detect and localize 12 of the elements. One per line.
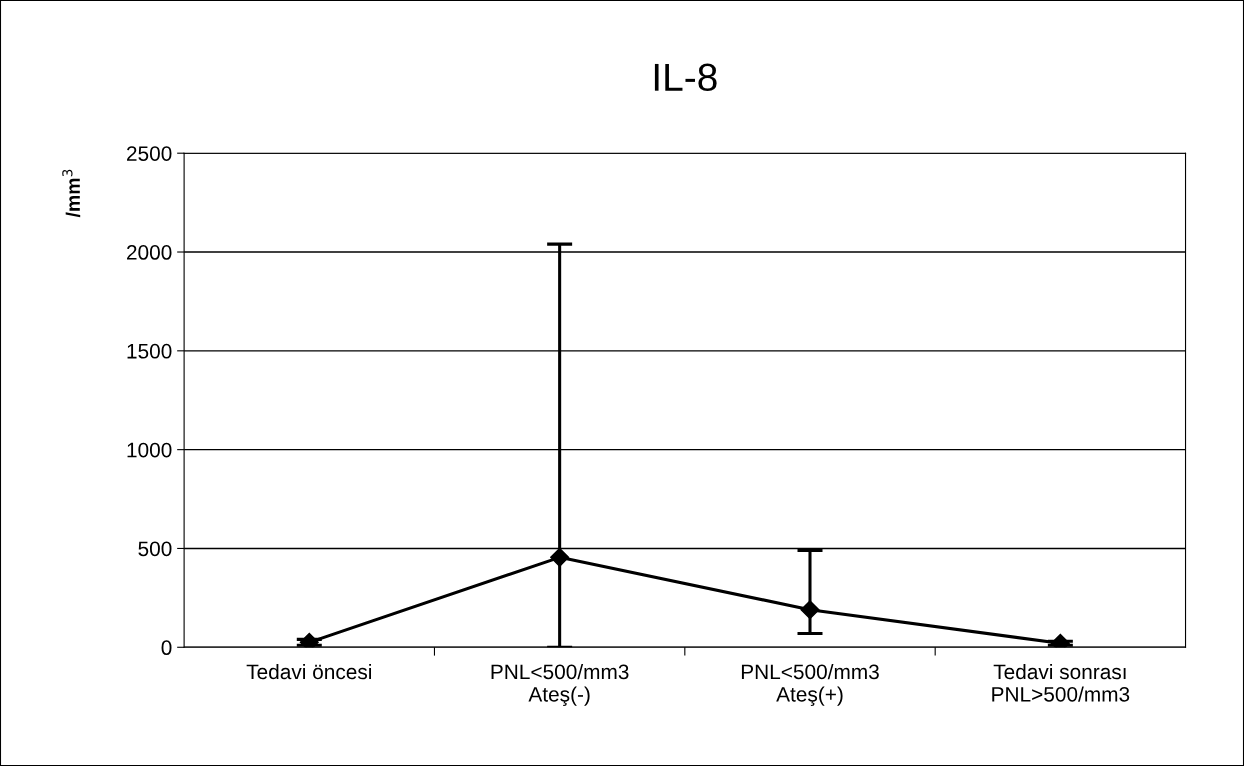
y-tick-label: 1500 <box>127 343 172 359</box>
y-tick-label: 2000 <box>127 245 172 260</box>
y-tick-label: 2500 <box>127 146 172 161</box>
y-tick-label: 0 <box>161 640 172 656</box>
y-tick-label: 1000 <box>127 442 172 458</box>
x-tick-label: Tedavi öncesi <box>246 663 371 680</box>
chart-title: IL-8 <box>654 63 717 92</box>
x-tick-label: PNL<500/mm3 Ateş(-) <box>491 663 629 706</box>
x-tick-label: Tedavi sonrası PNL>500/mm3 <box>992 663 1130 702</box>
x-tick-label: PNL<500/mm3 Ateş(+) <box>741 663 879 706</box>
y-axis-title: /mm$^{3}$ <box>62 169 81 218</box>
y-tick-label: 500 <box>138 541 172 557</box>
